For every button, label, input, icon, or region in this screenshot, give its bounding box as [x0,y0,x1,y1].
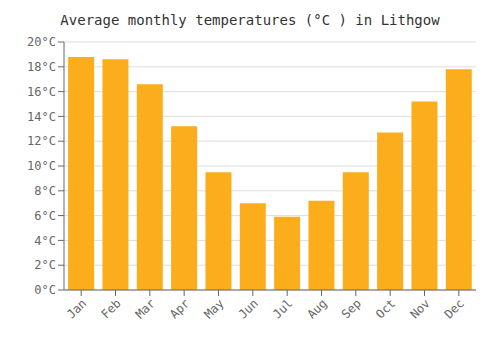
svg-text:Apr: Apr [167,296,192,321]
svg-text:Oct: Oct [373,296,398,321]
svg-text:Nov: Nov [407,296,432,321]
svg-text:Jan: Jan [64,296,89,321]
svg-text:12°C: 12°C [27,134,56,148]
svg-text:14°C: 14°C [27,110,56,124]
svg-text:Aug: Aug [304,296,329,321]
svg-text:8°C: 8°C [34,184,56,198]
svg-text:18°C: 18°C [27,60,56,74]
svg-text:Sep: Sep [339,296,364,321]
svg-text:Mar: Mar [133,296,158,321]
svg-text:16°C: 16°C [27,85,56,99]
svg-text:0°C: 0°C [34,283,56,297]
svg-text:May: May [201,296,226,321]
svg-text:Dec: Dec [442,296,467,321]
svg-text:Jul: Jul [270,296,295,321]
svg-text:20°C: 20°C [27,35,56,49]
svg-text:Feb: Feb [98,296,123,321]
svg-text:4°C: 4°C [34,234,56,248]
svg-text:Jun: Jun [236,296,261,321]
svg-text:2°C: 2°C [34,258,56,272]
svg-text:6°C: 6°C [34,209,56,223]
svg-text:10°C: 10°C [27,159,56,173]
html-text:Average monthly temperatures (: Average monthly temperatures (°C ) in Li… [60,12,440,28]
